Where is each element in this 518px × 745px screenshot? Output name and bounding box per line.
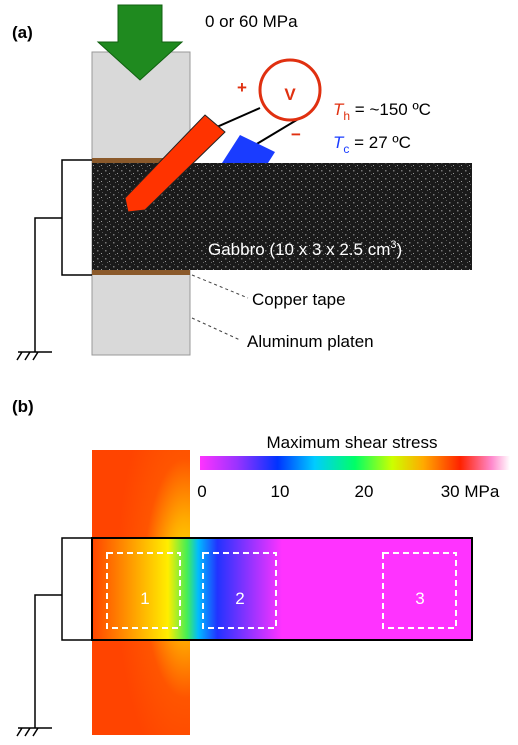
region-label: 2 [235, 589, 244, 608]
leader [192, 318, 240, 340]
colorbar-tick: 20 [355, 482, 374, 501]
ground-wire [35, 218, 62, 352]
copper-tape [92, 270, 190, 275]
panel-a: (a) 0 or 60 MPa Gabbro (10 x 3 x 2.5 cm3… [12, 5, 472, 360]
cold-probe [222, 135, 275, 163]
platen-label: Aluminum platen [247, 332, 374, 351]
colorbar [200, 456, 510, 470]
page: (a) 0 or 60 MPa Gabbro (10 x 3 x 2.5 cm3… [0, 0, 518, 740]
panel-label: (b) [12, 397, 34, 416]
hot-temp: Th = ~150 ºC [333, 100, 431, 123]
panel-b: (b) Maximum shear stress 0 10 20 30 MPa … [12, 397, 510, 736]
sample-text: Gabbro (10 x 3 x 2.5 cm [208, 240, 390, 259]
ground [17, 728, 52, 736]
region-label: 1 [140, 589, 149, 608]
sample-label: Gabbro (10 x 3 x 2.5 cm3) [208, 239, 402, 259]
sub: h [343, 109, 350, 123]
ground-wire [62, 538, 92, 640]
load-label: 0 or 60 MPa [205, 12, 298, 31]
cold-temp: Tc = 27 ºC [333, 133, 411, 156]
temp: = ~150 ºC [350, 100, 431, 119]
copper-label: Copper tape [252, 290, 346, 309]
colorbar-tick: 0 [197, 482, 206, 501]
sample-end: ) [397, 240, 403, 259]
ground-wire [62, 160, 92, 275]
colorbar-tick: 30 MPa [441, 482, 500, 501]
region-label: 3 [415, 589, 424, 608]
colorbar-tick: 10 [271, 482, 290, 501]
minus: − [291, 125, 301, 144]
plus: + [237, 78, 247, 97]
figure: (a) 0 or 60 MPa Gabbro (10 x 3 x 2.5 cm3… [0, 0, 518, 740]
panel-label: (a) [12, 23, 33, 42]
ground [17, 352, 52, 360]
temp: = 27 ºC [349, 133, 411, 152]
meter-label: V [284, 85, 296, 104]
leader [192, 275, 248, 298]
colorbar-title: Maximum shear stress [267, 433, 438, 452]
ground-wire [35, 595, 62, 728]
